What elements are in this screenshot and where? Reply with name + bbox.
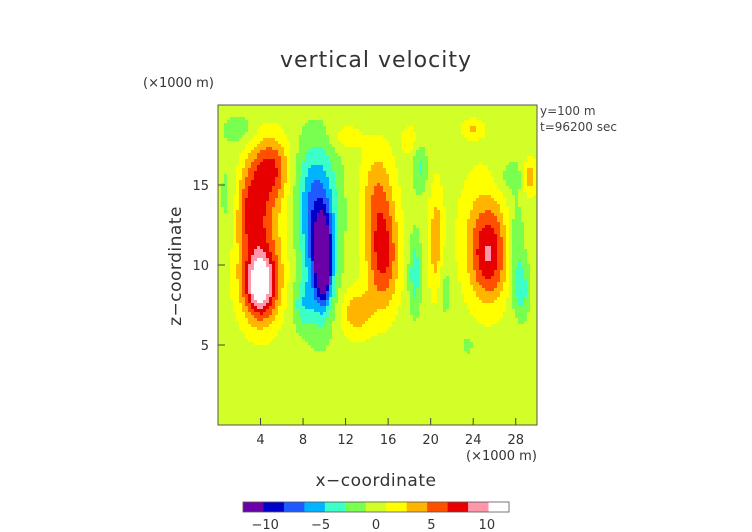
- colorbar-swatch: [406, 502, 428, 512]
- x-tick-label: 4: [256, 433, 264, 448]
- x-axis-ticks: 4 8 12 16 20 24 28: [256, 418, 524, 448]
- x-tick-label: 16: [380, 433, 397, 448]
- annotation-y-position: y=100 m: [540, 104, 596, 118]
- annotation-time: t=96200 sec: [540, 120, 617, 134]
- y-tick-label: 10: [192, 259, 209, 274]
- colorbar-frame: [242, 501, 510, 513]
- colorbar-tick-label: 5: [427, 518, 435, 532]
- colorbar-swatch: [304, 502, 326, 512]
- colorbar-tick-label: −5: [311, 518, 330, 532]
- x-tick-label: 8: [299, 433, 307, 448]
- colorbar-swatch: [365, 502, 387, 512]
- colorbar-tick-label: 0: [372, 518, 380, 532]
- y-axis-ticks: 5 10 15: [192, 179, 225, 354]
- y-tick-label: 5: [201, 339, 209, 354]
- colorbar-swatch: [468, 502, 489, 512]
- colorbar-swatch: [427, 502, 448, 512]
- y-axis-unit: (×1000 m): [143, 76, 214, 91]
- colorbar-swatch: [386, 502, 407, 512]
- colorbar-tick-label: −10: [251, 518, 278, 532]
- colorbar-swatch: [283, 502, 305, 512]
- chart-title: vertical velocity: [279, 48, 472, 73]
- x-tick-label: 20: [422, 433, 439, 448]
- colorbar-tick-label: 10: [479, 518, 496, 532]
- x-tick-label: 24: [465, 433, 482, 448]
- colorbar-swatch: [243, 502, 264, 512]
- colorbar-swatch: [263, 502, 285, 512]
- velocity-field: [218, 105, 538, 426]
- colorbar-swatch: [324, 502, 346, 512]
- x-tick-label: 12: [337, 433, 354, 448]
- colorbar-swatch: [447, 502, 469, 512]
- colorbar-swatch: [345, 502, 367, 512]
- x-axis-unit: (×1000 m): [466, 449, 537, 464]
- colorbar: −10 −5 0 5 10: [242, 501, 510, 532]
- colorbar-swatch: [488, 502, 510, 512]
- y-tick-label: 15: [192, 179, 209, 194]
- x-axis-label: x−coordinate: [315, 471, 437, 491]
- x-tick-label: 28: [507, 433, 524, 448]
